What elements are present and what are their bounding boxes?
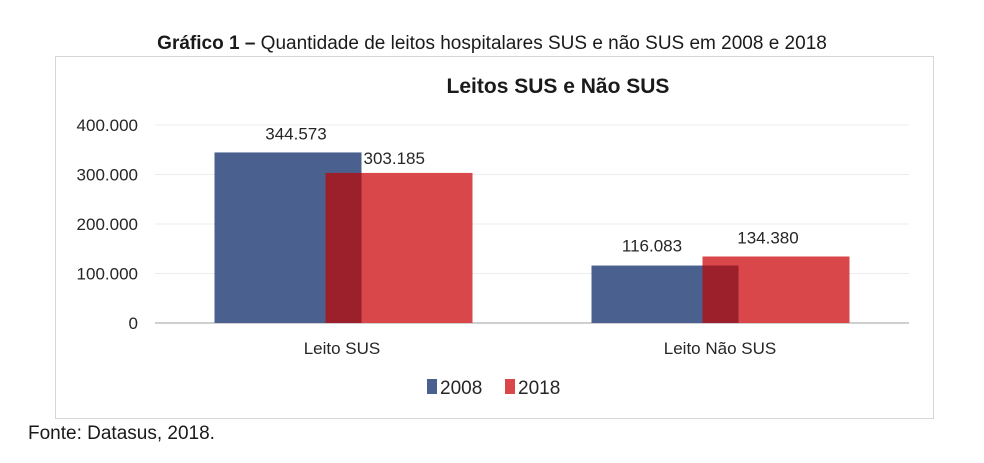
chart-frame: [55, 56, 934, 419]
bars: [214, 152, 850, 323]
data-label-2008: 116.083: [622, 237, 682, 256]
x-tick-label: Leito Não SUS: [664, 339, 776, 358]
y-tick-label: 300.000: [77, 166, 138, 185]
data-label-2018: 303.185: [364, 149, 425, 168]
legend-label-2018: 2018: [518, 378, 560, 399]
bar-overlap: [702, 265, 739, 323]
legend-swatch-2008: [427, 379, 437, 394]
legend-label-2008: 2008: [440, 378, 482, 399]
data-label-2018: 134.380: [737, 228, 798, 247]
data-labels: 344.573 303.185 116.083 134.380: [265, 124, 798, 255]
x-tick-label: Leito SUS: [304, 339, 381, 358]
y-tick-label: 100.000: [77, 265, 138, 284]
x-axis-ticks: Leito SUS Leito Não SUS: [304, 339, 777, 358]
caption-label: Gráfico 1 –: [157, 33, 256, 54]
data-label-2008: 344.573: [265, 124, 326, 143]
caption-text: Quantidade de leitos hospitalares SUS e …: [260, 33, 827, 54]
source-note: Fonte: Datasus, 2018.: [28, 423, 215, 444]
y-axis-ticks: 0 100.000 200.000 300.000 400.000: [77, 116, 138, 333]
y-tick-label: 400.000: [77, 116, 138, 135]
figure-caption: Gráfico 1 – Quantidade de leitos hospita…: [0, 33, 984, 55]
legend: 2008 2018: [427, 378, 560, 399]
chart-title: Leitos SUS e Não SUS: [447, 75, 670, 98]
bar-overlap: [325, 172, 362, 323]
legend-swatch-2018: [505, 379, 515, 394]
y-tick-label: 0: [129, 314, 138, 333]
y-tick-label: 200.000: [77, 215, 138, 234]
